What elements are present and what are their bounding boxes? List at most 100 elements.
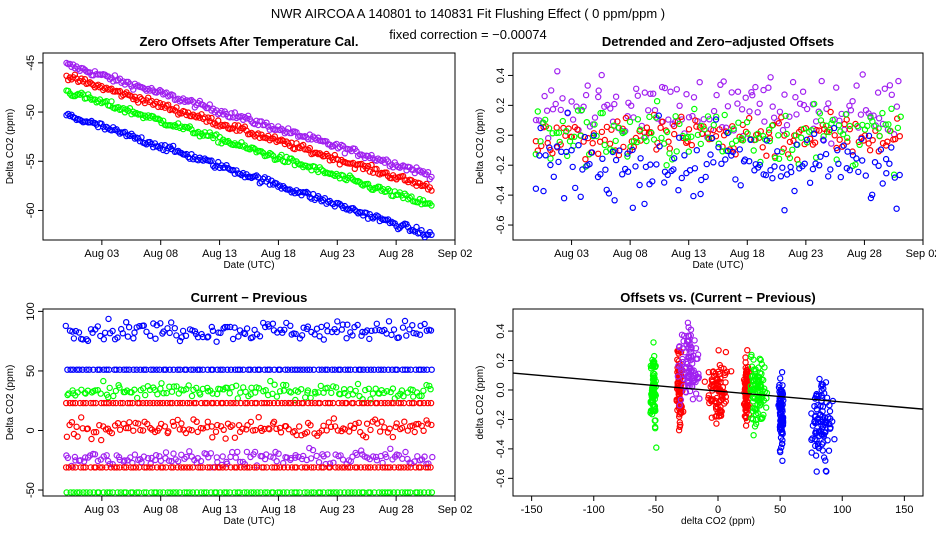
data-point-p2-s2 xyxy=(688,133,695,140)
data-point-p3-s6 xyxy=(280,464,288,471)
data-point-p3-s4 xyxy=(412,421,420,428)
data-point-p4-c7 xyxy=(818,383,825,390)
data-point-p3-s3 xyxy=(230,399,237,407)
data-point-p2-s2 xyxy=(842,111,850,118)
data-point-p3-s7 xyxy=(114,489,121,496)
data-point-p2-s1 xyxy=(630,143,638,151)
data-point-p2-s0 xyxy=(607,105,614,112)
data-point-p1-s3 xyxy=(164,144,172,152)
data-point-p3-s6 xyxy=(113,464,121,471)
data-point-p2-s1 xyxy=(861,132,869,139)
data-point-p3-s2 xyxy=(398,387,406,394)
data-point-p3-s6 xyxy=(153,464,161,471)
data-point-p1-s1 xyxy=(204,114,212,121)
data-point-p3-s7 xyxy=(425,489,432,496)
data-point-p4-c4 xyxy=(744,347,751,354)
data-point-p3-s1 xyxy=(318,366,326,373)
data-point-p4-c0 xyxy=(649,376,657,383)
data-point-p2-s3 xyxy=(820,137,827,144)
data-point-p3-s0 xyxy=(333,328,340,336)
data-point-p3-s6 xyxy=(174,464,181,471)
data-point-p3-s5 xyxy=(186,448,193,455)
data-point-p2-s0 xyxy=(818,77,825,85)
data-point-p3-s7 xyxy=(301,489,308,496)
figure-title: NWR AIRCOA A 140801 to 140831 Fit Flushi… xyxy=(270,6,666,21)
data-point-p2-s0 xyxy=(641,89,649,96)
data-point-p1-s0 xyxy=(156,86,164,94)
data-point-p3-s0 xyxy=(150,320,157,327)
data-point-p3-s3 xyxy=(266,399,274,407)
data-point-p3-s6 xyxy=(183,464,191,471)
data-point-p2-s1 xyxy=(653,146,660,153)
data-point-p1-s0 xyxy=(368,151,375,159)
y-tick-label-1-2: -55 xyxy=(25,153,37,169)
data-point-p2-s2 xyxy=(828,120,835,127)
data-point-p2-s2 xyxy=(735,119,742,126)
data-point-p2-s3 xyxy=(781,206,788,214)
data-point-p1-s2 xyxy=(258,148,265,155)
x-axis-label-1: Date (UTC) xyxy=(223,260,274,271)
data-point-p3-s2 xyxy=(276,388,284,395)
data-point-p3-s5 xyxy=(273,458,280,465)
data-point-p4-c3 xyxy=(722,348,730,356)
data-point-p3-s5 xyxy=(121,457,128,464)
data-point-p3-s4 xyxy=(124,424,132,432)
data-point-p4-c6 xyxy=(777,403,784,410)
data-point-p3-s2 xyxy=(389,385,397,392)
data-point-p3-s0 xyxy=(421,320,428,328)
data-point-p2-s3 xyxy=(698,176,705,184)
data-point-p1-s1 xyxy=(305,146,312,154)
data-point-p2-s3 xyxy=(728,152,735,159)
data-point-p3-s2 xyxy=(69,387,76,394)
data-point-p2-s0 xyxy=(742,94,749,101)
data-point-p2-s3 xyxy=(637,155,644,162)
data-point-p3-s4 xyxy=(330,415,338,422)
data-point-p2-s1 xyxy=(595,150,602,157)
data-point-p1-s1 xyxy=(383,169,390,176)
data-point-p3-s4 xyxy=(122,424,130,432)
x-tick-label-1-4: Aug 23 xyxy=(320,248,355,260)
y-tick-label-3-0: 100 xyxy=(25,302,37,320)
data-point-p3-s1 xyxy=(310,366,317,373)
data-point-p1-s1 xyxy=(266,136,273,144)
data-point-p3-s1 xyxy=(116,366,124,373)
data-point-p4-c2 xyxy=(689,378,697,385)
data-point-p1-s3 xyxy=(313,194,320,202)
data-point-p1-s1 xyxy=(223,121,230,129)
data-point-p2-s3 xyxy=(724,129,731,137)
data-point-p2-s0 xyxy=(543,107,551,114)
data-point-p2-s3 xyxy=(536,152,543,159)
data-point-p2-s2 xyxy=(856,141,863,148)
data-point-p3-s0 xyxy=(395,334,402,341)
data-point-p1-s2 xyxy=(171,121,179,129)
data-point-p3-s2 xyxy=(324,384,331,391)
data-point-p2-s3 xyxy=(712,116,720,123)
data-point-p3-s4 xyxy=(220,426,227,433)
data-point-p4-c2 xyxy=(679,355,686,363)
data-point-p1-s1 xyxy=(428,187,435,194)
data-point-p3-s3 xyxy=(117,399,124,407)
data-point-p3-s6 xyxy=(204,464,211,471)
data-point-p1-s2 xyxy=(138,111,145,119)
data-point-p3-s6 xyxy=(233,464,240,471)
data-point-p3-s2 xyxy=(283,382,290,389)
data-point-p3-s1 xyxy=(335,366,342,373)
data-point-p2-s2 xyxy=(563,127,570,135)
data-point-p2-s3 xyxy=(886,160,893,167)
data-point-p2-s2 xyxy=(897,113,904,120)
data-point-p1-s1 xyxy=(364,162,372,170)
data-point-p3-s7 xyxy=(320,489,327,496)
data-point-p3-s7 xyxy=(193,489,201,496)
data-point-p3-s5 xyxy=(234,448,241,456)
y-axis-label-1: Delta CO2 (ppm) xyxy=(5,109,16,185)
data-point-p2-s2 xyxy=(624,153,631,160)
data-point-p3-s4 xyxy=(277,429,285,436)
data-point-p3-s4 xyxy=(352,420,359,428)
data-point-p2-s0 xyxy=(886,82,894,89)
data-point-p3-s0 xyxy=(87,326,95,333)
data-point-p3-s4 xyxy=(239,425,246,432)
data-point-p4-c1 xyxy=(673,396,680,403)
data-point-p2-s0 xyxy=(690,94,698,101)
data-point-p2-s2 xyxy=(694,131,702,139)
data-point-p2-s0 xyxy=(833,84,840,91)
